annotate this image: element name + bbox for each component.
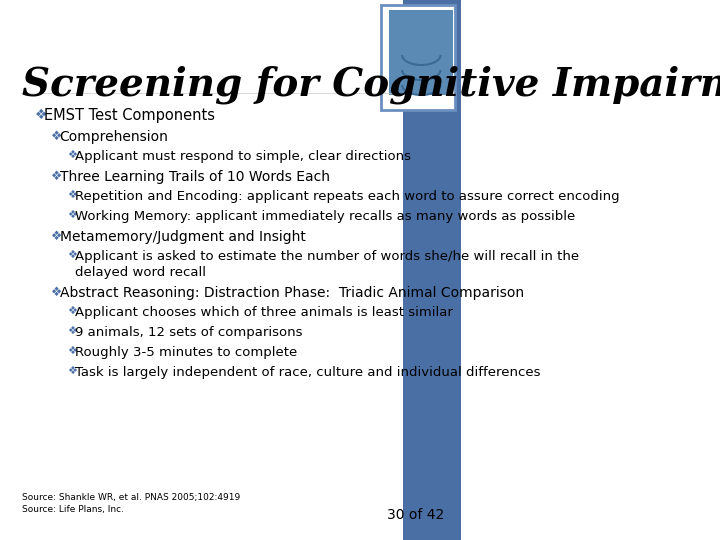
- Text: ❖: ❖: [67, 366, 77, 376]
- Bar: [381, 5, 454, 110]
- Text: Applicant must respond to simple, clear directions: Applicant must respond to simple, clear …: [75, 150, 411, 163]
- Text: Applicant chooses which of three animals is least similar: Applicant chooses which of three animals…: [75, 306, 453, 319]
- Text: ❖: ❖: [51, 286, 63, 299]
- Text: Three Learning Trails of 10 Words Each: Three Learning Trails of 10 Words Each: [60, 170, 330, 184]
- Text: Metamemory/Judgment and Insight: Metamemory/Judgment and Insight: [60, 230, 305, 244]
- Bar: [390, 10, 454, 95]
- Text: 9 animals, 12 sets of comparisons: 9 animals, 12 sets of comparisons: [75, 326, 302, 339]
- Text: ❖: ❖: [67, 250, 77, 260]
- Text: Source: Life Plans, Inc.: Source: Life Plans, Inc.: [22, 505, 125, 514]
- Text: 30 of 42: 30 of 42: [387, 508, 445, 522]
- Text: ❖: ❖: [67, 346, 77, 356]
- Text: ❖: ❖: [67, 210, 77, 220]
- Text: ❖: ❖: [35, 108, 48, 122]
- Text: Source: Shankle WR, et al. PNAS 2005;102:4919: Source: Shankle WR, et al. PNAS 2005;102…: [22, 493, 240, 502]
- Text: ❖: ❖: [67, 306, 77, 316]
- Text: Comprehension: Comprehension: [60, 130, 168, 144]
- Text: Repetition and Encoding: applicant repeats each word to assure correct encoding: Repetition and Encoding: applicant repea…: [75, 190, 619, 203]
- Text: Abstract Reasoning: Distraction Phase:  Triadic Animal Comparison: Abstract Reasoning: Distraction Phase: T…: [60, 286, 523, 300]
- Text: EMST Test Components: EMST Test Components: [44, 108, 215, 123]
- Text: Task is largely independent of race, culture and individual differences: Task is largely independent of race, cul…: [75, 366, 541, 379]
- Text: Roughly 3-5 minutes to complete: Roughly 3-5 minutes to complete: [75, 346, 297, 359]
- Text: Working Memory: applicant immediately recalls as many words as possible: Working Memory: applicant immediately re…: [75, 210, 575, 223]
- Text: ❖: ❖: [67, 150, 77, 160]
- Text: ❖: ❖: [51, 230, 63, 243]
- Bar: [403, 0, 461, 540]
- Text: Screening for Cognitive Impairment: Screening for Cognitive Impairment: [22, 65, 720, 104]
- Text: delayed word recall: delayed word recall: [75, 266, 206, 279]
- Text: ❖: ❖: [67, 190, 77, 200]
- Text: ❖: ❖: [51, 130, 63, 143]
- Text: Applicant is asked to estimate the number of words she/he will recall in the: Applicant is asked to estimate the numbe…: [75, 250, 579, 263]
- Text: ❖: ❖: [51, 170, 63, 183]
- Text: ❖: ❖: [67, 326, 77, 336]
